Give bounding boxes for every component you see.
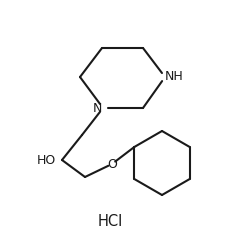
Text: NH: NH	[164, 70, 183, 84]
Text: HO: HO	[36, 154, 55, 166]
Text: HCl: HCl	[97, 215, 122, 229]
Text: O: O	[106, 157, 116, 171]
Text: N: N	[92, 101, 101, 115]
